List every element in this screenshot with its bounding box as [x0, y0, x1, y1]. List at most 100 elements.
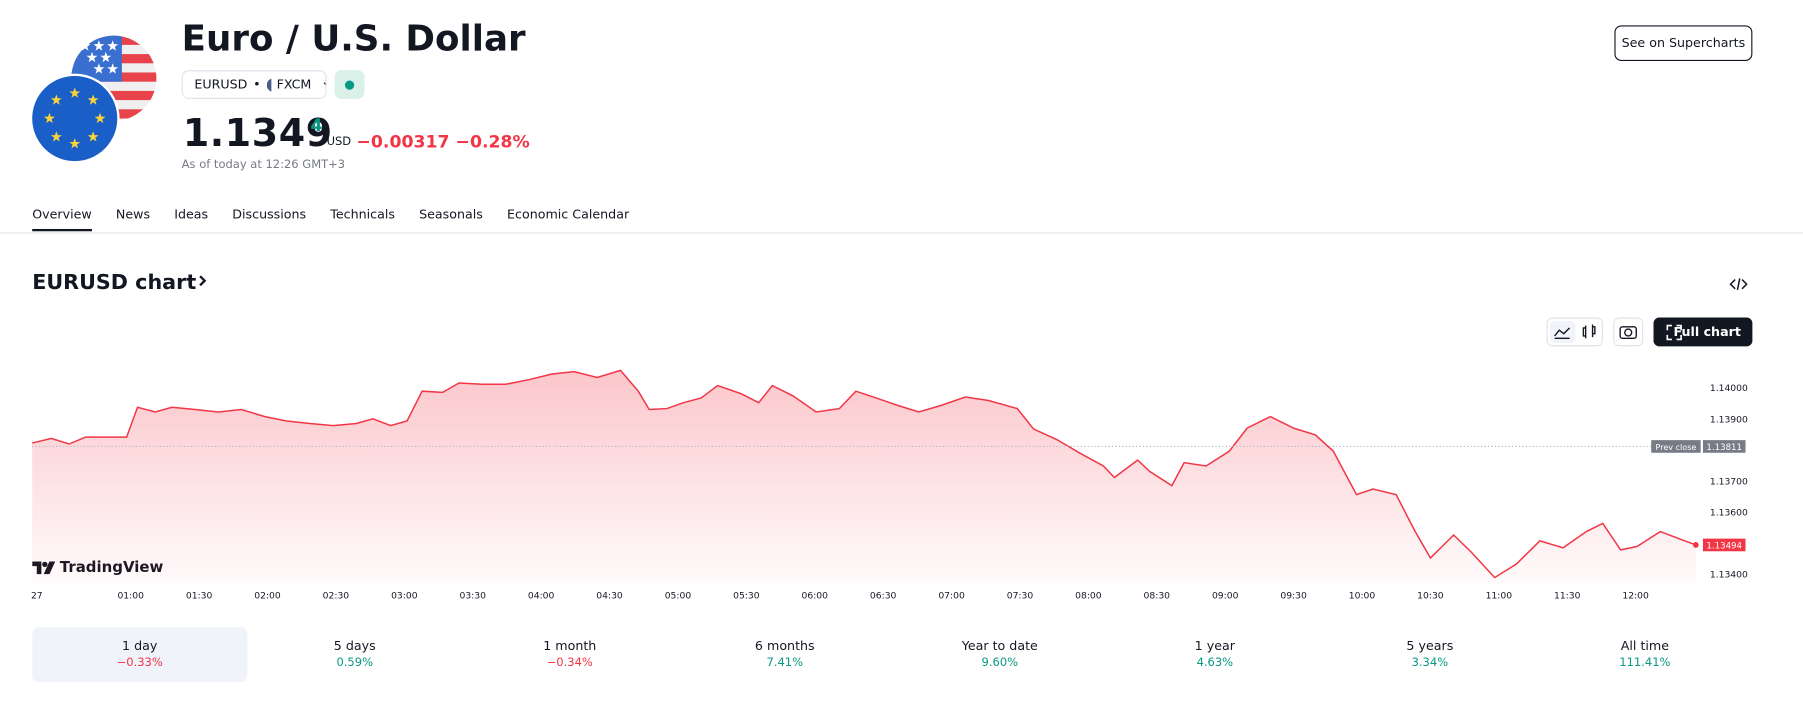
- supercharts-button[interactable]: See on Supercharts: [1614, 25, 1753, 61]
- price-line: [32, 369, 1697, 579]
- y-tick-label: 1.13400: [1710, 570, 1748, 581]
- price-last-digit: 4: [310, 115, 323, 136]
- x-tick-label: 06:00: [802, 590, 829, 601]
- x-tick-label: 07:00: [938, 590, 965, 601]
- period-label: 6 months: [754, 638, 815, 654]
- exchange-icon: [266, 78, 271, 92]
- period-change: 4.63%: [1196, 656, 1234, 670]
- last-price: 1.13494: [1706, 541, 1742, 551]
- chart-title[interactable]: EURUSD chart: [32, 270, 208, 295]
- full-chart-button[interactable]: Full chart: [1653, 317, 1753, 347]
- period-label: 1 month: [543, 638, 597, 654]
- performance-period[interactable]: Year to date 9.60%: [892, 627, 1107, 682]
- x-tick-label: 10:00: [1349, 590, 1376, 601]
- camera-icon: [1619, 326, 1637, 339]
- as-of: As of today at 12:26 GMT+3: [181, 158, 346, 172]
- price: 1.1349: [182, 110, 333, 156]
- tab[interactable]: Discussions: [232, 207, 307, 223]
- performance-period[interactable]: 1 day −0.33%: [32, 627, 248, 683]
- logo-text: TradingView: [59, 559, 164, 577]
- x-tick-label: 03:00: [391, 590, 418, 601]
- chevron: [198, 275, 206, 287]
- chart-style-toggle[interactable]: [1546, 317, 1603, 347]
- tab[interactable]: Overview: [32, 207, 92, 232]
- tab[interactable]: Economic Calendar: [507, 207, 630, 223]
- prev-close-tag: [1651, 440, 1701, 453]
- change-percent: −0.28%: [455, 131, 530, 152]
- period-label: Year to date: [961, 638, 1038, 654]
- x-tick-label: 09:30: [1280, 590, 1307, 601]
- area-fill: [32, 370, 1696, 584]
- period-label: 5 years: [1406, 638, 1454, 654]
- period-change: 3.34%: [1411, 656, 1449, 670]
- divider: [0, 232, 1803, 234]
- currency-flags: [29, 35, 157, 164]
- exchange: FXCM: [276, 77, 312, 93]
- x-tick-label: 05:30: [733, 590, 760, 601]
- x-tick-label: 09:00: [1212, 590, 1239, 601]
- currency: USD: [326, 135, 352, 149]
- y-tick-label: 1.13700: [1710, 476, 1748, 487]
- market-status: [334, 70, 365, 99]
- symbol-selector[interactable]: EURUSD • FXCM: [181, 70, 327, 99]
- period-label: 5 days: [333, 638, 376, 654]
- embed-icon[interactable]: [1729, 276, 1748, 292]
- performance-period[interactable]: 5 days 0.59%: [247, 627, 462, 682]
- symbol: EURUSD: [194, 77, 248, 93]
- performance-period[interactable]: 1 month −0.34%: [462, 627, 677, 682]
- x-tick-label: 11:30: [1554, 590, 1581, 601]
- logo-mark: [32, 560, 56, 574]
- x-tick-label: 06:30: [870, 590, 897, 601]
- period-change: 7.41%: [766, 656, 804, 670]
- x-tick-label: 05:00: [665, 590, 692, 601]
- tab[interactable]: News: [115, 207, 151, 223]
- x-tick-label: 03:30: [459, 590, 486, 601]
- period-label: 1 year: [1194, 638, 1235, 654]
- x-tick-label: 07:30: [1007, 590, 1034, 601]
- full-chart-label: Full chart: [1673, 324, 1741, 340]
- chart-title-text: EURUSD chart: [32, 270, 197, 295]
- x-tick-label: 04:30: [596, 590, 623, 601]
- tab[interactable]: Seasonals: [419, 207, 483, 223]
- symbol-title: Euro / U.S. Dollar: [181, 18, 526, 60]
- performance: 1 day −0.33% 5 days 0.59% 1 month −0.34% 6 mon…: [32, 627, 1752, 683]
- performance-period[interactable]: 5 years 3.34%: [1322, 627, 1537, 682]
- period-label: 1 day: [122, 638, 158, 654]
- x-tick-label: 10:30: [1417, 590, 1444, 601]
- x-tick-label: 02:30: [323, 590, 350, 601]
- period-change: −0.34%: [546, 656, 593, 670]
- x-tick-label: 08:00: [1075, 590, 1102, 601]
- style-icons: [1550, 321, 1596, 343]
- performance-period[interactable]: All time 111.41%: [1537, 627, 1752, 682]
- x-tick-label: 01:30: [186, 590, 213, 601]
- prev-close-value-tag: [1702, 440, 1746, 453]
- logo: TradingView: [32, 559, 163, 576]
- prev-close-value: 1.13811: [1706, 443, 1742, 453]
- x-tick-label: 11:00: [1486, 590, 1513, 601]
- y-tick-label: 1.13600: [1710, 507, 1748, 518]
- last-point: [1692, 542, 1699, 548]
- performance-period[interactable]: 1 year 4.63%: [1107, 627, 1322, 682]
- prev-close-label: Prev close: [1656, 443, 1697, 452]
- y-tick-label: 1.14000: [1710, 383, 1748, 394]
- period-change: −0.33%: [116, 656, 163, 670]
- tab[interactable]: Ideas: [174, 207, 209, 223]
- x-tick-label: 01:00: [117, 590, 144, 601]
- period-change: 111.41%: [1619, 656, 1671, 670]
- x-tick-label: 02:00: [254, 590, 281, 601]
- tab[interactable]: Technicals: [330, 207, 395, 223]
- performance-period[interactable]: 6 months 7.41%: [677, 627, 892, 682]
- chevron: [323, 81, 326, 85]
- period-label: All time: [1620, 638, 1670, 654]
- y-tick-label: 1.13900: [1710, 414, 1748, 425]
- x-tick-label: 04:00: [528, 590, 555, 601]
- x-tick-label: 12:00: [1622, 590, 1649, 601]
- snapshot-button[interactable]: [1613, 317, 1644, 347]
- last-price-tag: [1702, 538, 1746, 552]
- expand-icon: [1666, 324, 1682, 341]
- tabs: Overview News Ideas Discussions Technicals Se…: [32, 207, 630, 232]
- x-tick-label: 27: [31, 590, 43, 601]
